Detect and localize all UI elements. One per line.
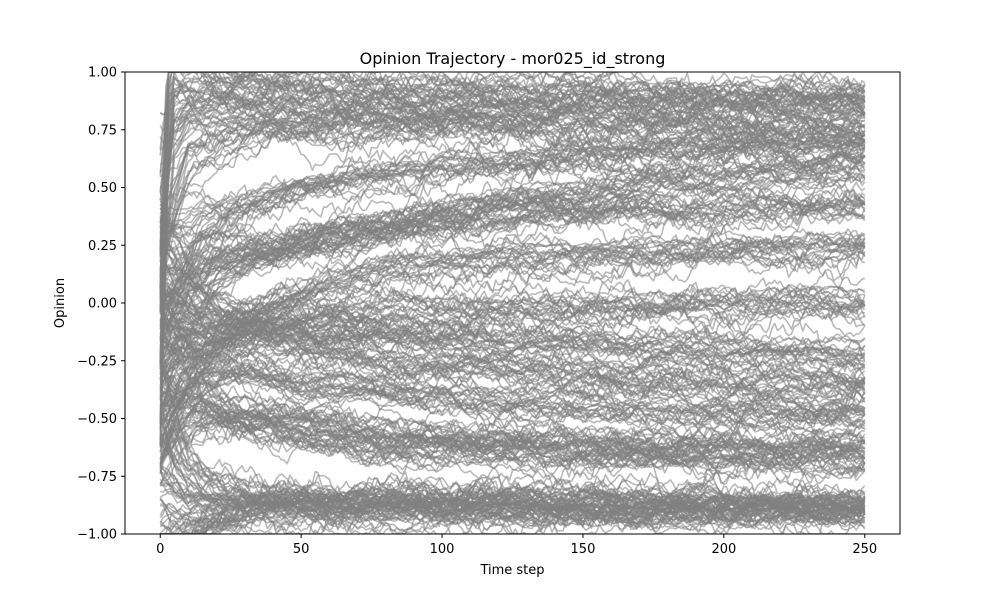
y-tick-label: −0.50: [77, 412, 117, 427]
y-tick-label: −1.00: [77, 528, 117, 543]
trajectory-line: [159, 279, 865, 412]
trajectory-line: [159, 441, 866, 534]
trajectory-line: [159, 232, 866, 370]
trajectory-line: [160, 269, 866, 497]
y-tick-label: 0.75: [88, 123, 117, 138]
x-axis-ticks: 0 50 100 150 200 250: [156, 534, 877, 557]
plot-frame: [124, 71, 901, 535]
y-axis-label: Opinion: [53, 278, 68, 328]
trajectory-line: [160, 296, 866, 367]
trajectory-line: [159, 189, 866, 335]
y-tick-label: 0.25: [88, 239, 117, 254]
trajectory-line: [159, 390, 866, 486]
trajectory-line: [160, 488, 866, 534]
trajectory-line: [159, 312, 865, 482]
trajectory-line: [159, 392, 866, 480]
x-tick-label: 0: [156, 542, 164, 557]
trajectory-line: [159, 96, 865, 277]
y-tick-label: 1.00: [88, 66, 117, 81]
trajectory-line: [159, 343, 866, 428]
x-tick-label: 200: [711, 542, 736, 557]
trajectory-line: [159, 299, 866, 398]
y-axis-ticks: −1.00 −0.75 −0.50 −0.25 0.00 0.25 0.50 0.75 1.00: [77, 66, 125, 543]
trajectory-line: [159, 239, 866, 324]
y-tick-label: −0.75: [77, 470, 117, 485]
trajectory-line: [159, 137, 865, 313]
x-axis-label: Time step: [479, 563, 544, 578]
x-tick-label: 150: [571, 542, 596, 557]
trajectory-line: [159, 409, 865, 473]
trajectory-line: [159, 347, 866, 452]
trajectory-line: [159, 228, 866, 453]
trajectory-line: [159, 349, 866, 400]
trajectory-line: [160, 494, 866, 534]
trajectory-line: [159, 129, 866, 330]
trajectory-line: [159, 397, 866, 461]
trajectory-line: [159, 297, 866, 426]
trajectory-line: [159, 199, 866, 326]
chart-title: Opinion Trajectory - mor025_id_strong: [360, 49, 666, 69]
trajectory-line: [159, 362, 866, 445]
trajectory-line: [159, 134, 865, 351]
trajectory-line: [160, 334, 866, 398]
trajectory-line: [159, 72, 866, 177]
trajectory-line: [160, 496, 866, 534]
trajectory-line: [159, 260, 866, 376]
trajectory-line: [159, 103, 866, 220]
trajectory-line: [159, 72, 865, 174]
y-tick-label: 0.00: [88, 297, 117, 312]
x-tick-label: 50: [293, 542, 310, 557]
x-tick-label: 250: [852, 542, 877, 557]
trajectory-line: [159, 197, 866, 291]
trajectory-line: [159, 233, 865, 376]
x-tick-label: 100: [430, 542, 455, 557]
y-tick-label: 0.50: [88, 181, 117, 196]
trajectory-lines: [159, 72, 866, 534]
trajectory-line: [159, 374, 866, 470]
trajectory-line: [159, 139, 866, 216]
trajectory-line: [159, 184, 866, 326]
trajectory-line: [160, 403, 866, 461]
trajectory-line: [159, 109, 865, 178]
y-tick-label: −0.25: [77, 354, 117, 369]
trajectory-line: [160, 504, 865, 530]
trajectory-line: [159, 187, 866, 312]
